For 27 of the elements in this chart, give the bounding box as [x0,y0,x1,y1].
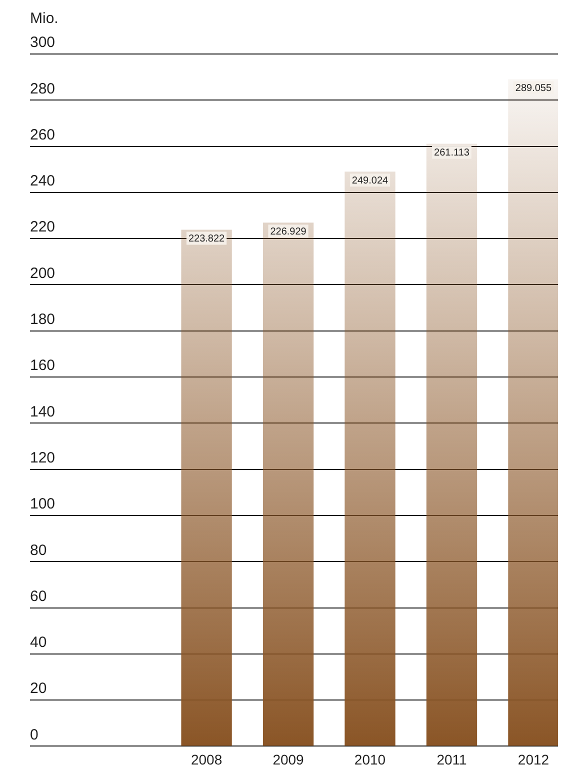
y-tick-label: 40 [30,634,47,652]
y-tick-label: 180 [30,311,56,328]
y-tick-label: 300 [30,34,56,52]
data-label: 289.055 [515,83,552,94]
y-tick-label: 240 [30,172,56,190]
y-tick-label: 220 [30,218,56,236]
y-tick-label: 140 [30,403,56,420]
y-tick-label: 280 [30,80,56,98]
y-tick-label: 260 [30,126,56,144]
x-tick-label: 2012 [518,751,550,768]
y-tick-label: 200 [30,264,56,282]
y-tick-label: 0 [30,726,38,744]
y-tick-label: 160 [30,357,56,374]
y-tick-label: 120 [30,449,56,466]
y-tick-label: 20 [30,680,47,698]
data-label: 249.024 [352,175,389,186]
y-tick-label: 100 [30,496,56,513]
x-tick-label: 2011 [436,751,468,768]
x-tick-label: 2008 [190,751,222,768]
data-label: 223.822 [188,234,226,245]
data-label: 261.113 [434,147,470,158]
data-label: 226.929 [270,226,307,238]
y-tick-label: 60 [30,588,47,605]
y-axis-title: Mio. [30,10,58,28]
x-tick-label: 2009 [272,751,304,768]
y-tick-label: 80 [30,542,47,559]
x-tick-label: 2010 [354,751,386,768]
